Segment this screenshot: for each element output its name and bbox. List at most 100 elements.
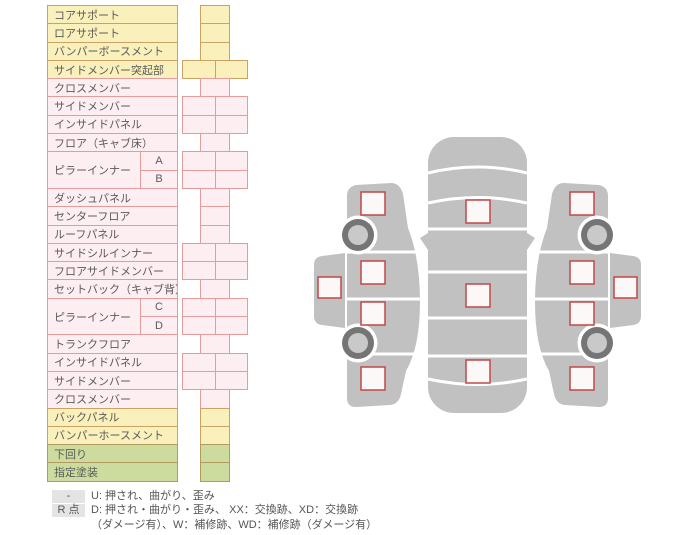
part-label: バンパーホースメント xyxy=(47,425,178,446)
damage-cell[interactable] xyxy=(182,261,216,281)
damage-cell-row xyxy=(182,279,248,299)
part-label: 指定塗装 xyxy=(47,462,178,482)
part-label: クロスメンバー xyxy=(47,389,178,409)
damage-marker[interactable] xyxy=(569,301,595,326)
legend-row: R 点 D: 押され・曲がり・歪み、 XX：交換跡、XD：交換跡 xyxy=(52,503,377,518)
parts-table: コアサポート ロアサポート バンパーボースメント サイドメンバー突起部 クロスメンバーサ… xyxy=(47,5,178,482)
damage-marker[interactable] xyxy=(613,276,638,299)
damage-cell[interactable] xyxy=(214,261,248,281)
damage-cell[interactable] xyxy=(214,352,248,372)
damage-cell[interactable] xyxy=(200,425,230,446)
damage-marker[interactable] xyxy=(465,359,491,384)
damage-cell-row xyxy=(182,352,248,372)
damage-marker[interactable] xyxy=(465,283,491,308)
damage-marker[interactable] xyxy=(569,260,595,285)
damage-cell[interactable] xyxy=(200,41,230,61)
damage-cell[interactable] xyxy=(214,316,248,336)
parts-row: センターフロア xyxy=(47,206,178,226)
right-mirror-icon xyxy=(527,233,535,250)
part-label: サイドシルインナー xyxy=(47,242,178,263)
damage-cell[interactable] xyxy=(214,370,248,391)
damage-cell[interactable] xyxy=(182,242,216,263)
car-right-side-view xyxy=(535,183,641,407)
damage-cell-row xyxy=(182,370,248,391)
legend-text: D: 押され・曲がり・歪み、 XX：交換跡、XD：交換跡 xyxy=(91,504,359,517)
wheel-icon xyxy=(577,323,617,363)
damage-cell-row xyxy=(182,23,248,43)
parts-row: インサイドパネル xyxy=(47,352,178,372)
part-label: クロスメンバー xyxy=(47,78,178,98)
damage-cell-row xyxy=(182,5,248,25)
legend-badge-r-ten: R 点 xyxy=(52,504,85,518)
damage-cell[interactable] xyxy=(200,444,230,464)
damage-cell[interactable] xyxy=(200,23,230,43)
damage-cell[interactable] xyxy=(214,169,248,189)
damage-cell[interactable] xyxy=(200,206,230,226)
parts-row: ピラーインナー C D xyxy=(47,297,178,336)
damage-marker[interactable] xyxy=(360,301,386,326)
damage-cell[interactable] xyxy=(182,352,216,372)
damage-marker[interactable] xyxy=(465,199,491,224)
parts-row: サイドメンバー突起部 xyxy=(47,59,178,80)
part-label: インサイドパネル xyxy=(47,352,178,372)
legend-badge-spacer xyxy=(52,519,85,532)
damage-cell[interactable] xyxy=(182,370,216,391)
damage-cell[interactable] xyxy=(200,187,230,208)
damage-marker[interactable] xyxy=(317,276,342,299)
parts-row: トランクフロア xyxy=(47,334,178,354)
damage-cell[interactable] xyxy=(182,151,216,171)
parts-row: フロアサイドメンバー xyxy=(47,261,178,281)
part-label: ピラーインナー xyxy=(47,151,141,189)
damage-marker[interactable] xyxy=(569,366,595,391)
damage-cell[interactable] xyxy=(200,389,230,409)
damage-marker[interactable] xyxy=(569,191,595,216)
damage-cell[interactable] xyxy=(182,297,216,318)
damage-cell[interactable] xyxy=(200,133,230,153)
damage-cell[interactable] xyxy=(214,59,248,80)
damage-cell-row xyxy=(182,114,248,135)
damage-cell[interactable] xyxy=(200,5,230,25)
damage-cell[interactable] xyxy=(182,96,216,116)
damage-marker[interactable] xyxy=(360,260,386,285)
damage-cell-row xyxy=(182,425,248,446)
left-mirror-icon xyxy=(420,233,428,250)
part-label: トランクフロア xyxy=(47,334,178,354)
damage-cell-row xyxy=(182,59,248,80)
damage-cell[interactable] xyxy=(182,316,216,336)
part-label: ロアサポート xyxy=(47,23,178,43)
damage-cell-row xyxy=(182,316,248,336)
damage-cell-row xyxy=(182,407,248,427)
damage-cell[interactable] xyxy=(214,242,248,263)
panel-divider-lines xyxy=(427,165,528,386)
legend-row: （ダメージ有）、W：補修跡、WD：補修跡（ダメージ有） xyxy=(52,518,377,532)
damage-cell-row xyxy=(182,389,248,409)
car-diagram xyxy=(314,137,641,413)
part-label: コアサポート xyxy=(47,5,178,25)
damage-cell[interactable] xyxy=(200,462,230,482)
legend-badge-minus: - xyxy=(52,490,85,503)
parts-row: セットバック（キャブ背） xyxy=(47,279,178,299)
damage-cell[interactable] xyxy=(200,407,230,427)
damage-marker[interactable] xyxy=(360,191,386,216)
damage-cell[interactable] xyxy=(214,114,248,135)
part-label: ダッシュパネル xyxy=(47,187,178,208)
part-label: フロア（キャブ床） xyxy=(47,133,178,153)
damage-cell[interactable] xyxy=(182,169,216,189)
damage-cell[interactable] xyxy=(200,78,230,98)
part-label: インサイドパネル xyxy=(47,114,178,135)
part-label: フロアサイドメンバー xyxy=(47,261,178,281)
damage-cell[interactable] xyxy=(214,297,248,318)
damage-cell[interactable] xyxy=(214,151,248,171)
damage-cell-row xyxy=(182,297,248,318)
damage-cell[interactable] xyxy=(182,59,216,80)
part-label: セットバック（キャブ背） xyxy=(47,279,178,299)
parts-row: バックパネル xyxy=(47,407,178,427)
damage-cell[interactable] xyxy=(182,114,216,135)
damage-cell[interactable] xyxy=(214,96,248,116)
damage-cell[interactable] xyxy=(200,334,230,354)
damage-cell-row xyxy=(182,96,248,116)
damage-marker[interactable] xyxy=(360,366,386,391)
damage-cell[interactable] xyxy=(200,279,230,299)
damage-cell[interactable] xyxy=(200,224,230,244)
